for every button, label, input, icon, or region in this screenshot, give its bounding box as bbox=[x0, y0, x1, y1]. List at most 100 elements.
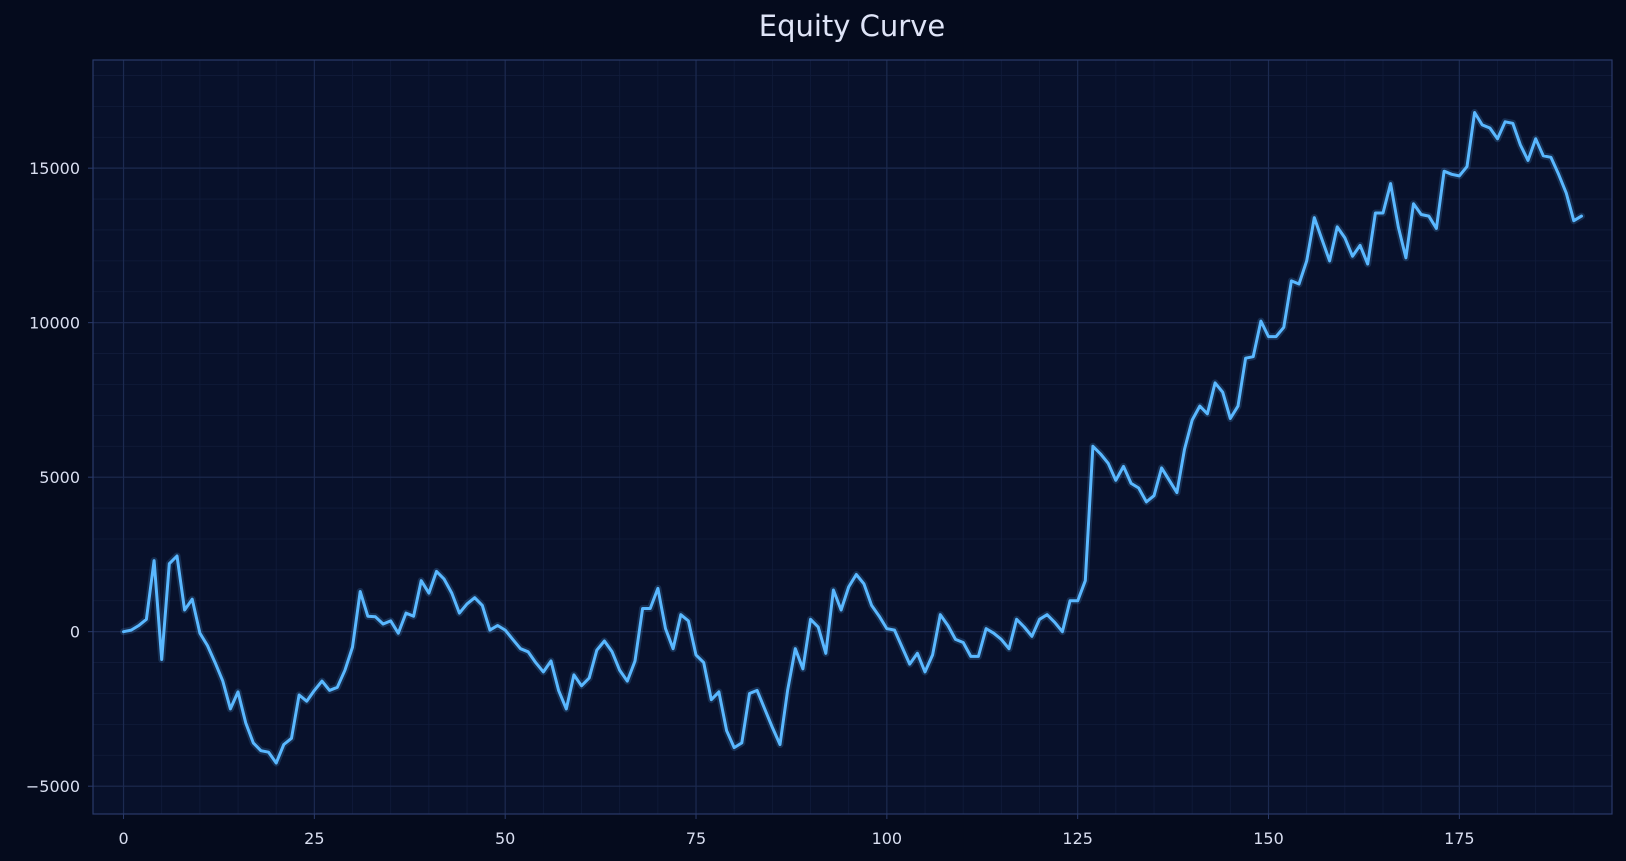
equity-point bbox=[1313, 216, 1316, 219]
equity-point bbox=[519, 647, 522, 650]
x-tick-label: 125 bbox=[1062, 829, 1093, 848]
equity-point bbox=[1359, 244, 1362, 247]
equity-point bbox=[710, 698, 713, 701]
equity-point bbox=[130, 629, 133, 632]
equity-point bbox=[809, 618, 812, 621]
equity-point bbox=[527, 650, 530, 653]
equity-point bbox=[198, 632, 201, 635]
equity-point bbox=[885, 627, 888, 630]
equity-point bbox=[1572, 219, 1575, 222]
equity-point bbox=[1153, 494, 1156, 497]
equity-point bbox=[679, 613, 682, 616]
equity-point bbox=[1183, 448, 1186, 451]
equity-point bbox=[1191, 419, 1194, 422]
equity-point bbox=[1137, 486, 1140, 489]
equity-point bbox=[1511, 122, 1514, 125]
equity-point bbox=[901, 646, 904, 649]
equity-point bbox=[1198, 405, 1201, 408]
equity-point bbox=[1099, 452, 1102, 455]
equity-point bbox=[611, 650, 614, 653]
equity-point bbox=[992, 632, 995, 635]
equity-point bbox=[702, 661, 705, 664]
equity-point bbox=[1046, 613, 1049, 616]
equity-point bbox=[603, 639, 606, 642]
equity-point bbox=[931, 653, 934, 656]
equity-point bbox=[1328, 259, 1331, 262]
equity-point bbox=[1412, 202, 1415, 205]
equity-point bbox=[969, 655, 972, 658]
equity-point bbox=[786, 689, 789, 692]
equity-point bbox=[153, 559, 156, 562]
equity-point bbox=[1091, 445, 1094, 448]
equity-point bbox=[1236, 405, 1239, 408]
equity-point bbox=[496, 624, 499, 627]
y-tick-label: 10000 bbox=[29, 314, 80, 333]
equity-point bbox=[511, 638, 514, 641]
major-grid bbox=[93, 60, 1612, 814]
equity-point bbox=[763, 707, 766, 710]
equity-point bbox=[962, 641, 965, 644]
equity-point bbox=[939, 613, 942, 616]
equity-point bbox=[1038, 618, 1041, 621]
equity-point bbox=[656, 587, 659, 590]
equity-point bbox=[633, 660, 636, 663]
equity-point bbox=[427, 592, 430, 595]
equity-point bbox=[771, 726, 774, 729]
equity-point bbox=[1473, 111, 1476, 114]
equity-point bbox=[1427, 215, 1430, 218]
equity-point bbox=[313, 689, 316, 692]
equity-point bbox=[1580, 215, 1583, 218]
equity-point bbox=[778, 743, 781, 746]
x-tick-label: 100 bbox=[872, 829, 903, 848]
equity-point bbox=[267, 751, 270, 754]
equity-line bbox=[122, 111, 1583, 765]
equity-point bbox=[549, 660, 552, 663]
equity-point bbox=[481, 604, 484, 607]
equity-point bbox=[862, 582, 865, 585]
equity-point bbox=[1107, 462, 1110, 465]
equity-point bbox=[1298, 283, 1301, 286]
equity-point bbox=[801, 667, 804, 670]
equity-point bbox=[298, 694, 301, 697]
equity-point bbox=[1061, 630, 1064, 633]
equity-point bbox=[1214, 381, 1217, 384]
plot-area bbox=[93, 60, 1612, 814]
equity-point bbox=[1404, 256, 1407, 259]
equity-point bbox=[1290, 279, 1293, 282]
equity-point bbox=[1252, 355, 1255, 358]
equity-point bbox=[168, 562, 171, 565]
y-tick-label: 5000 bbox=[39, 468, 80, 487]
equity-point bbox=[626, 680, 629, 683]
equity-point bbox=[618, 669, 621, 672]
equity-point bbox=[237, 690, 240, 693]
equity-point bbox=[366, 615, 369, 618]
equity-point bbox=[687, 619, 690, 622]
series-layer bbox=[120, 109, 1585, 767]
chart-title: Equity Curve bbox=[759, 9, 945, 43]
equity-point bbox=[435, 570, 438, 573]
equity-point bbox=[1557, 173, 1560, 176]
equity-point bbox=[572, 673, 575, 676]
equity-point bbox=[916, 652, 919, 655]
equity-point bbox=[595, 649, 598, 652]
equity-point bbox=[985, 627, 988, 630]
equity-point bbox=[1443, 170, 1446, 173]
equity-point bbox=[320, 680, 323, 683]
equity-point bbox=[404, 612, 407, 615]
x-tick-label: 50 bbox=[495, 829, 515, 848]
equity-point bbox=[122, 630, 125, 633]
equity-point bbox=[1542, 154, 1545, 157]
equity-point bbox=[290, 737, 293, 740]
equity-point bbox=[1168, 479, 1171, 482]
equity-point bbox=[359, 590, 362, 593]
equity-point bbox=[1458, 174, 1461, 177]
equity-point bbox=[1435, 227, 1438, 230]
equity-point bbox=[183, 609, 186, 612]
equity-point bbox=[893, 629, 896, 632]
equity-point bbox=[137, 624, 140, 627]
equity-point bbox=[649, 607, 652, 610]
equity-point bbox=[443, 578, 446, 581]
equity-point bbox=[924, 670, 927, 673]
equity-point bbox=[1397, 225, 1400, 228]
x-axis-ticks: 0 25 50 75 100 125 150 175 bbox=[118, 814, 1475, 848]
